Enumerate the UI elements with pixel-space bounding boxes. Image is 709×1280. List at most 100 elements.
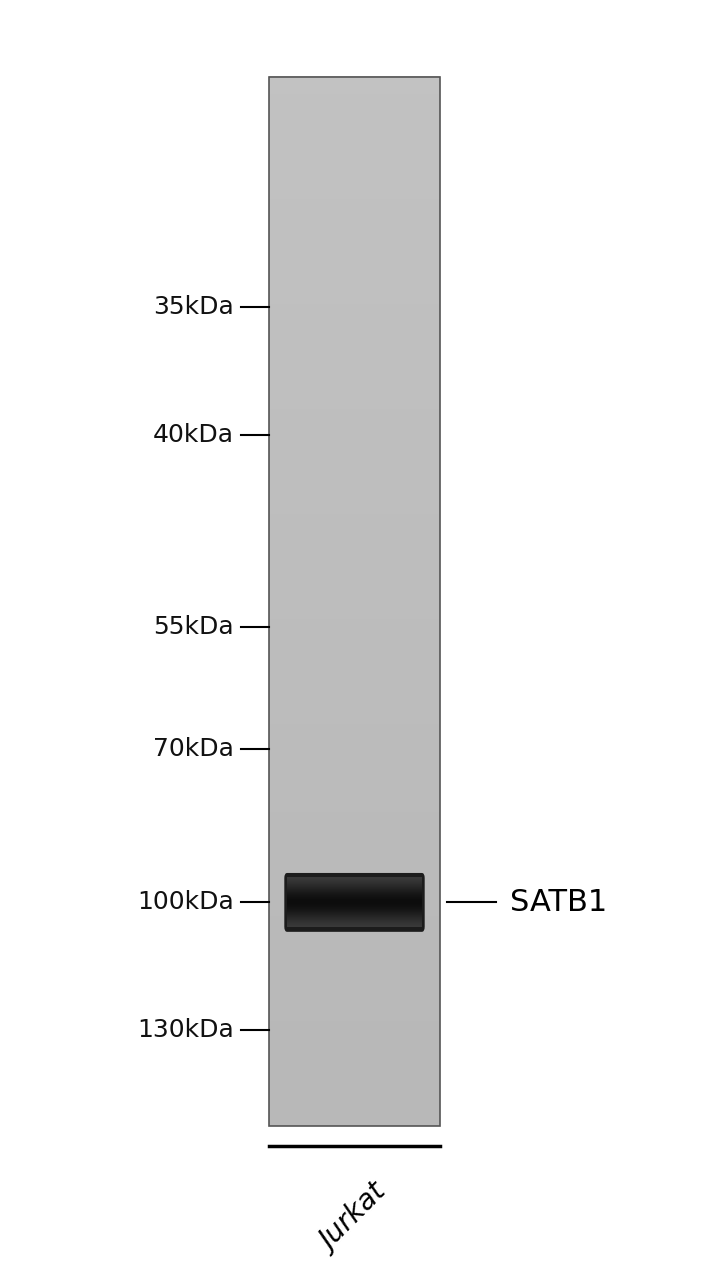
Bar bbox=[269, 600, 440, 620]
Bar bbox=[287, 900, 422, 901]
Bar bbox=[287, 886, 422, 888]
Bar bbox=[269, 915, 440, 934]
Bar bbox=[269, 705, 440, 724]
Text: Jurkat: Jurkat bbox=[316, 1180, 393, 1257]
Bar bbox=[287, 878, 422, 879]
Text: 35kDa: 35kDa bbox=[153, 296, 234, 319]
Bar bbox=[269, 548, 440, 567]
Bar bbox=[287, 922, 422, 924]
Bar bbox=[269, 653, 440, 672]
Bar bbox=[287, 909, 422, 910]
Bar bbox=[287, 881, 422, 882]
Bar bbox=[269, 740, 440, 759]
Bar bbox=[269, 671, 440, 689]
Bar bbox=[269, 128, 440, 147]
Bar bbox=[269, 845, 440, 864]
Bar bbox=[269, 110, 440, 129]
Bar bbox=[287, 925, 422, 927]
Bar bbox=[269, 810, 440, 829]
Bar bbox=[287, 883, 422, 884]
Bar bbox=[287, 919, 422, 920]
Bar bbox=[269, 233, 440, 252]
Bar bbox=[269, 372, 440, 392]
Bar bbox=[269, 1091, 440, 1108]
Bar bbox=[269, 530, 440, 549]
Bar bbox=[287, 916, 422, 918]
Bar bbox=[287, 879, 422, 881]
Bar bbox=[269, 881, 440, 899]
Bar bbox=[269, 425, 440, 444]
Text: 40kDa: 40kDa bbox=[153, 424, 234, 447]
Bar bbox=[287, 886, 422, 887]
Bar bbox=[269, 968, 440, 987]
Bar bbox=[269, 566, 440, 584]
Bar bbox=[269, 146, 440, 164]
FancyBboxPatch shape bbox=[284, 873, 425, 932]
Bar bbox=[269, 687, 440, 707]
Bar bbox=[287, 891, 422, 892]
Bar bbox=[269, 93, 440, 111]
Bar bbox=[287, 918, 422, 919]
Text: SATB1: SATB1 bbox=[510, 888, 608, 916]
Bar bbox=[269, 408, 440, 426]
Bar bbox=[287, 914, 422, 916]
Bar bbox=[269, 635, 440, 654]
Bar bbox=[269, 513, 440, 531]
Text: 100kDa: 100kDa bbox=[138, 891, 234, 914]
Bar bbox=[287, 893, 422, 895]
Bar bbox=[287, 878, 422, 881]
Bar bbox=[287, 902, 422, 905]
Bar bbox=[287, 906, 422, 908]
Bar bbox=[287, 897, 422, 900]
Bar bbox=[287, 887, 422, 888]
Bar bbox=[269, 356, 440, 374]
Bar bbox=[287, 896, 422, 897]
Bar bbox=[287, 915, 422, 916]
Bar bbox=[287, 902, 422, 904]
Bar bbox=[269, 320, 440, 339]
Bar bbox=[287, 895, 422, 896]
Bar bbox=[269, 897, 440, 916]
Bar bbox=[287, 890, 422, 891]
Bar bbox=[269, 828, 440, 846]
Bar bbox=[287, 914, 422, 915]
Bar bbox=[269, 723, 440, 741]
Bar bbox=[269, 163, 440, 182]
Bar bbox=[287, 920, 422, 922]
Bar bbox=[269, 933, 440, 951]
Bar bbox=[287, 884, 422, 886]
Bar bbox=[287, 893, 422, 896]
Bar bbox=[287, 913, 422, 914]
Bar bbox=[287, 905, 422, 906]
Bar bbox=[287, 890, 422, 892]
Bar bbox=[269, 1073, 440, 1092]
Bar bbox=[269, 390, 440, 410]
Bar bbox=[287, 882, 422, 884]
Bar bbox=[287, 924, 422, 925]
Bar bbox=[287, 923, 422, 924]
Bar bbox=[269, 338, 440, 357]
Bar bbox=[287, 922, 422, 923]
Bar bbox=[269, 285, 440, 305]
Bar bbox=[287, 911, 422, 913]
Bar bbox=[287, 908, 422, 909]
Bar bbox=[269, 863, 440, 882]
Bar bbox=[269, 776, 440, 794]
Bar bbox=[269, 477, 440, 497]
Bar bbox=[269, 180, 440, 200]
Bar bbox=[287, 906, 422, 909]
Bar bbox=[269, 198, 440, 216]
Bar bbox=[269, 950, 440, 969]
Bar bbox=[269, 443, 440, 462]
Bar bbox=[269, 618, 440, 636]
Bar bbox=[269, 495, 440, 515]
Bar bbox=[287, 888, 422, 890]
Bar bbox=[269, 1002, 440, 1021]
Bar bbox=[269, 77, 440, 1126]
Text: 70kDa: 70kDa bbox=[153, 737, 234, 760]
Text: 55kDa: 55kDa bbox=[153, 616, 234, 639]
Bar bbox=[269, 582, 440, 602]
Bar bbox=[269, 792, 440, 812]
Bar bbox=[269, 758, 440, 777]
Bar bbox=[287, 897, 422, 899]
